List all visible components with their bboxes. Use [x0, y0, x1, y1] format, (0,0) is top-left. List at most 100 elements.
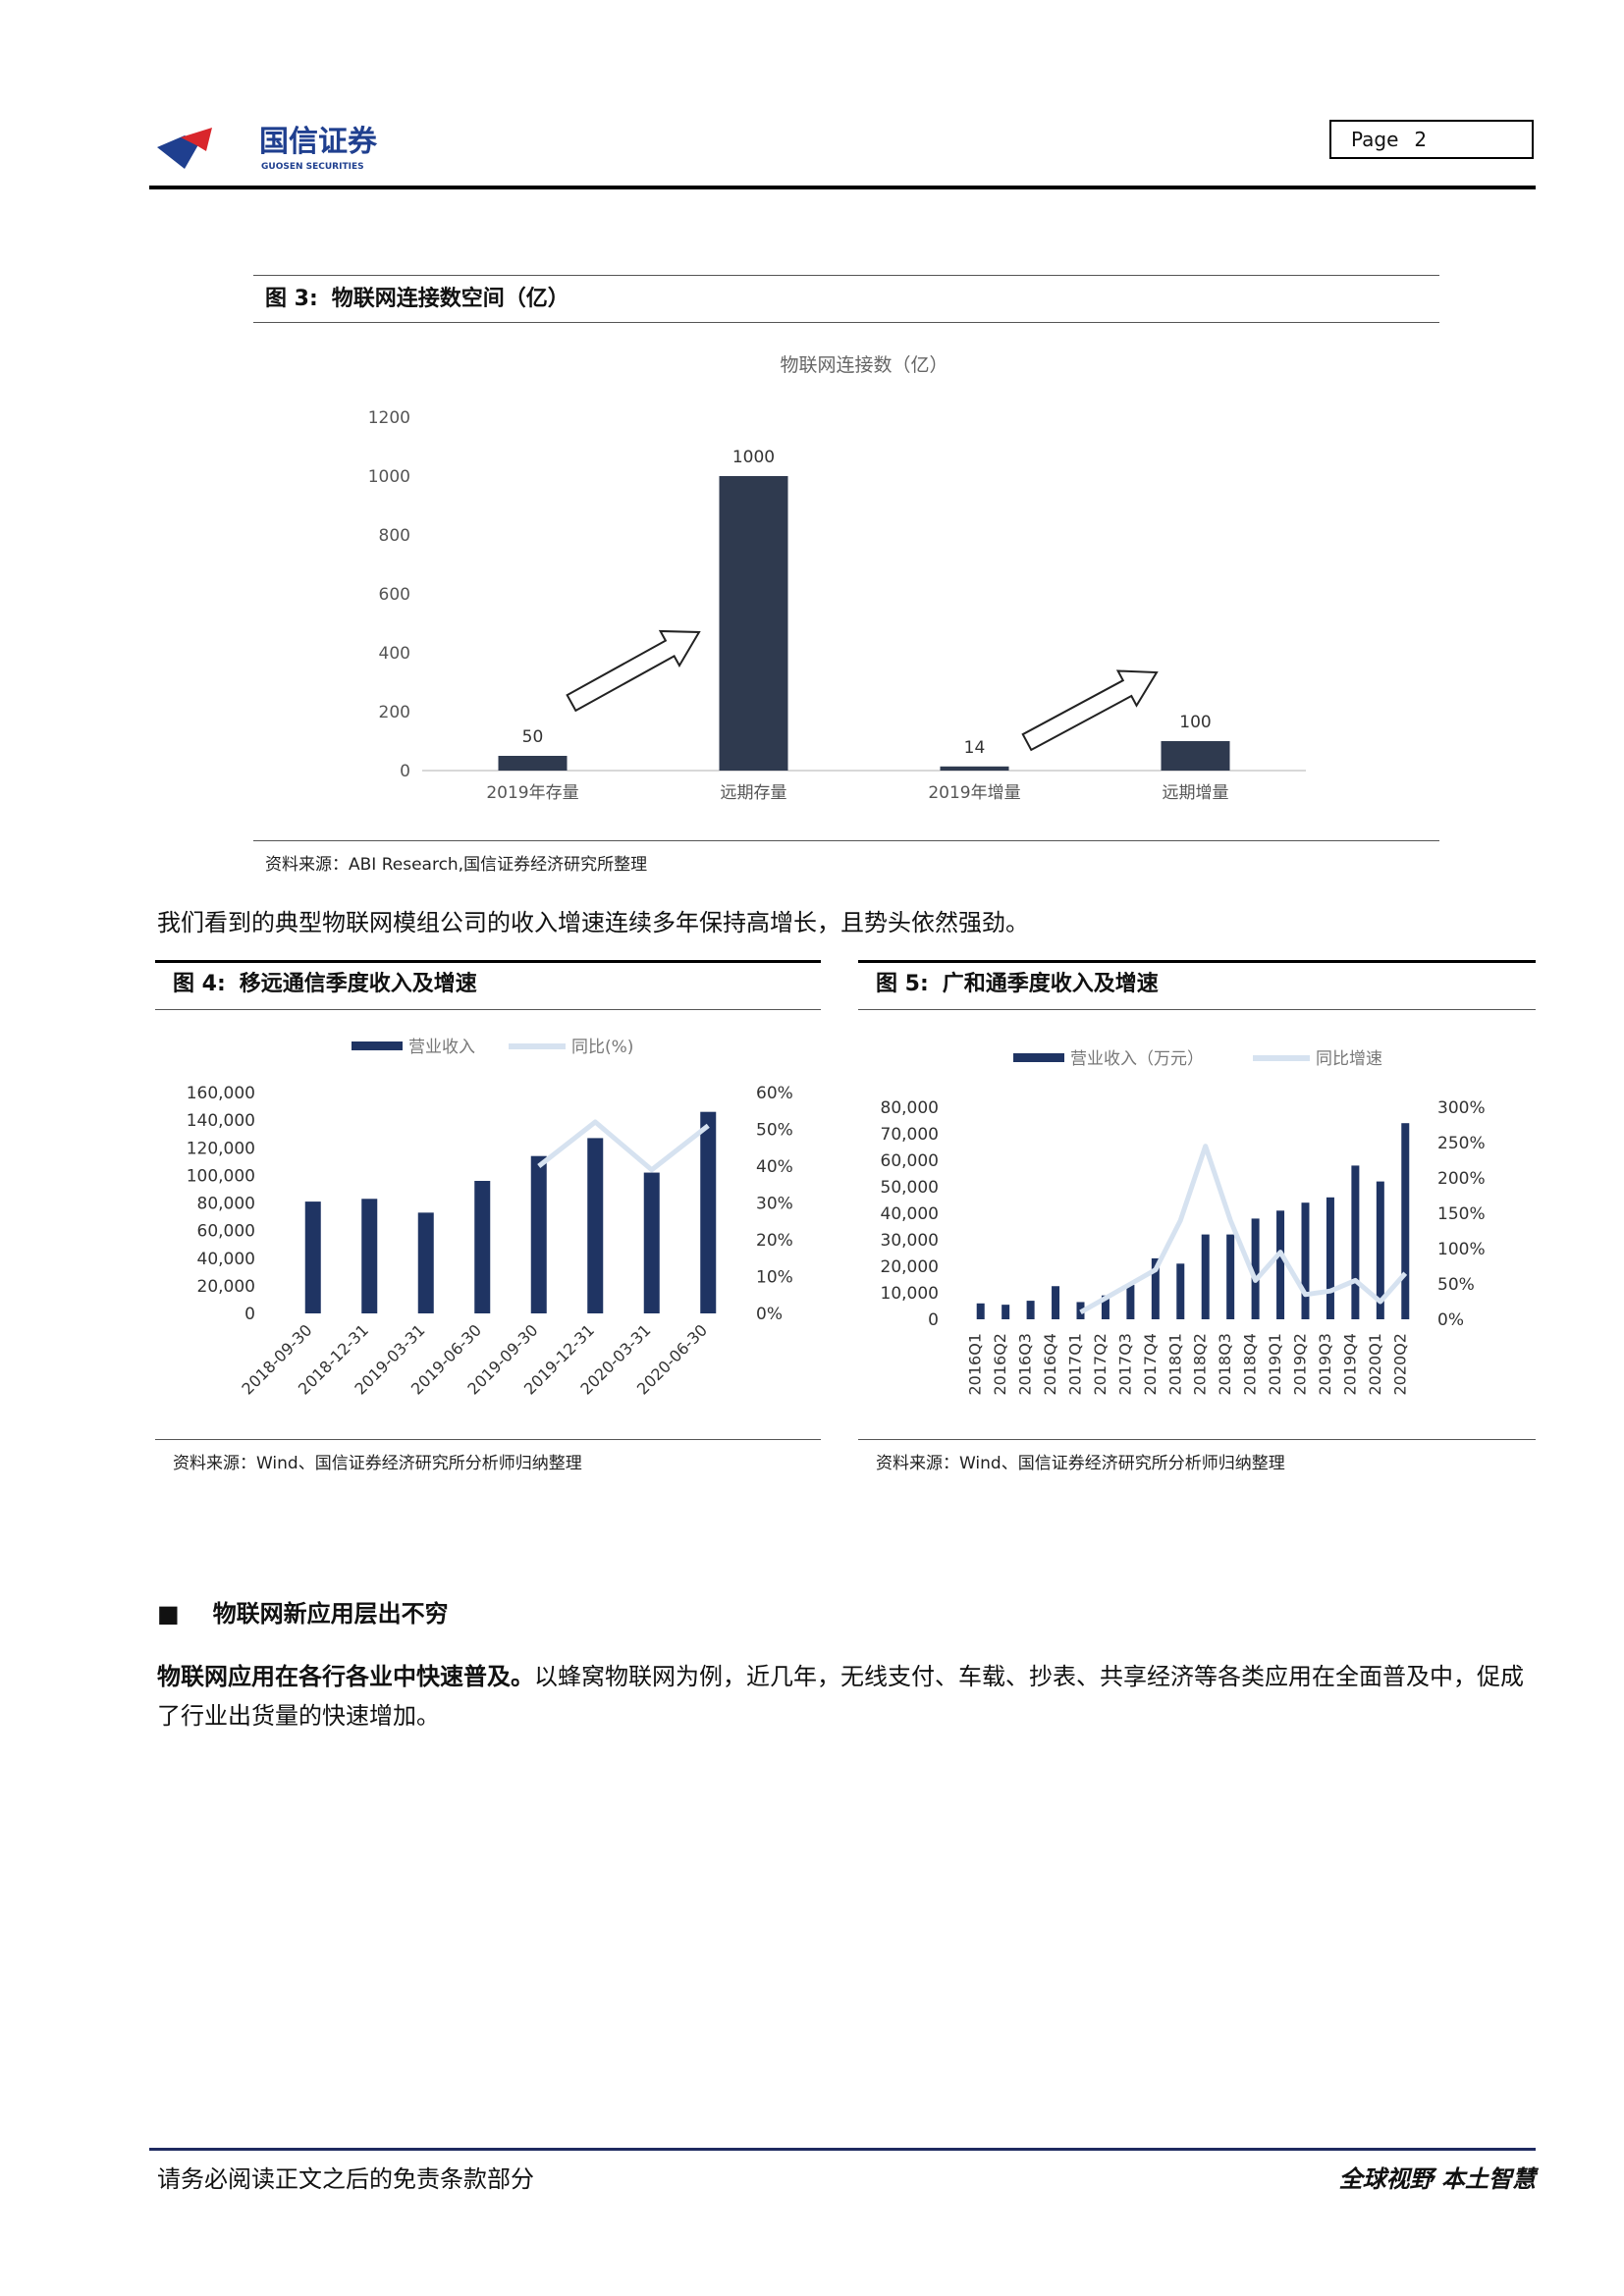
fig5-x-label-5: 2017Q2: [1091, 1333, 1110, 1396]
fig4-bar-2: [417, 1212, 434, 1313]
fig4-y-left-tick-2: 40,000: [197, 1250, 255, 1269]
fig4-y-left-tick-1: 20,000: [197, 1277, 255, 1297]
fig3-bar-3: [1161, 741, 1230, 771]
fig4-mid-rule: [155, 1009, 821, 1010]
fig4-bar-3: [474, 1181, 491, 1313]
fig5-top-rule: [858, 960, 1536, 963]
section-heading-text: 物联网新应用层出不穷: [212, 1600, 449, 1628]
fig5-x-label-14: 2019Q3: [1316, 1333, 1334, 1396]
fig4-label: 图 4:: [173, 972, 226, 996]
fig5-y-left-tick-3: 30,000: [881, 1231, 939, 1251]
fig3-label: 图 3:: [265, 287, 318, 311]
fig5-source: 资料来源：Wind、国信证券经济研究所分析师归纳整理: [876, 1454, 1285, 1473]
fig5-bottom-rule: [858, 1439, 1536, 1440]
fig4-y-right-tick-6: 60%: [756, 1084, 793, 1103]
fig4-y-left-tick-5: 100,000: [187, 1166, 255, 1186]
fig5-bar-16: [1376, 1181, 1384, 1319]
fig3-top-rule: [253, 275, 1439, 276]
page-label: Page: [1351, 128, 1399, 151]
fig3-x-label-0: 2019年存量: [486, 783, 578, 803]
fig5-x-label-10: 2018Q3: [1216, 1333, 1234, 1396]
fig4-y-left-tick-4: 80,000: [197, 1195, 255, 1214]
fig3-y-tick-2: 400: [379, 644, 410, 664]
fig5-x-label-12: 2019Q1: [1266, 1333, 1284, 1396]
fig3-x-label-1: 远期存量: [721, 783, 787, 803]
fig5-title-text: 广和通季度收入及增速: [942, 972, 1159, 996]
fig4-chart: 营业收入 同比(%) 0 20,000 40,000 60,000 80,000 100,00…: [187, 1038, 793, 1399]
fig4-legend-line-label: 同比(%): [571, 1038, 633, 1057]
fig4-bar-7: [700, 1111, 717, 1313]
section-paragraph-bold: 物联网应用在各行各业中快速普及。: [157, 1663, 534, 1690]
fig5-y-right-tick-0: 0%: [1437, 1310, 1464, 1330]
fig3-chart-title: 物联网连接数（亿）: [780, 354, 947, 376]
fig5-bar-15: [1351, 1165, 1360, 1319]
fig3-source: 资料来源：ABI Research,国信证券经济研究所整理: [265, 855, 648, 875]
fig5-x-label-11: 2018Q4: [1241, 1333, 1260, 1396]
fig4-y-right-tick-4: 40%: [756, 1157, 793, 1177]
fig4-y-right-tick-1: 10%: [756, 1268, 793, 1288]
fig3-bar-2: [940, 766, 1009, 771]
fig4-bar-1: [361, 1199, 378, 1313]
fig4-y-right-tick-2: 20%: [756, 1231, 793, 1251]
fig5-title: 图 5: 广和通季度收入及增速: [876, 962, 1159, 1007]
fig5-y-right-tick-2: 100%: [1437, 1240, 1486, 1259]
fig4-y-left-tick-7: 140,000: [187, 1111, 255, 1131]
fig3-x-label-2: 2019年增量: [928, 783, 1020, 803]
fig5-x-label-13: 2019Q2: [1291, 1333, 1310, 1396]
fig3-chart: 物联网连接数（亿） 0 200 400 600 800 1000 1200 50 2019年存量 1…: [368, 354, 1306, 803]
footer-disclaimer: 请务必阅读正文之后的免责条款部分: [157, 2165, 534, 2193]
fig5-legend-line-label: 同比增速: [1316, 1049, 1382, 1069]
fig5-bar-1: [1001, 1305, 1010, 1319]
fig4-y-right-tick-5: 50%: [756, 1121, 793, 1141]
fig3-growth-arrow-2: [1021, 669, 1159, 752]
section-heading: ■ 物联网新应用层出不穷: [157, 1594, 449, 1633]
fig4-bar-6: [643, 1172, 660, 1313]
company-logo: 国信证券 GUOSEN SECURITIES: [155, 118, 401, 177]
fig4-top-rule: [155, 960, 821, 963]
fig5-y-left-tick-5: 50,000: [881, 1178, 939, 1198]
fig5-x-label-7: 2017Q4: [1141, 1333, 1160, 1396]
fig5-x-label-16: 2020Q1: [1366, 1333, 1384, 1396]
fig3-data-label-2: 14: [964, 738, 986, 758]
fig5-bar-5: [1101, 1295, 1110, 1319]
fig5-bar-8: [1176, 1263, 1185, 1319]
page-indicator: Page 2: [1329, 120, 1534, 159]
fig5-mid-rule: [858, 1009, 1536, 1010]
fig4-y-right-tick-3: 30%: [756, 1195, 793, 1214]
fig5-legend-bar-label: 营业收入（万元）: [1070, 1049, 1204, 1069]
fig5-y-left-tick-2: 20,000: [881, 1257, 939, 1277]
fig4-legend-bar-swatch: [352, 1041, 403, 1050]
fig5-y-right-tick-3: 150%: [1437, 1204, 1486, 1224]
fig5-y-left-tick-7: 70,000: [881, 1125, 939, 1145]
fig3-data-label-3: 100: [1179, 713, 1211, 732]
fig5-legend-line-swatch: [1253, 1055, 1310, 1061]
fig5-y-right-tick-5: 250%: [1437, 1134, 1486, 1153]
fig5-x-label-17: 2020Q2: [1390, 1333, 1409, 1396]
fig3-bar-0: [498, 756, 568, 771]
fig4-y-right-tick-0: 0%: [756, 1305, 783, 1324]
fig5-bar-13: [1301, 1202, 1310, 1319]
fig3-bar-1: [719, 476, 788, 771]
fig3-title-text: 物联网连接数空间（亿）: [331, 287, 569, 311]
section-paragraph: 物联网应用在各行各业中快速普及。以蜂窝物联网为例，近几年，无线支付、车载、抄表、…: [157, 1657, 1536, 1735]
logo-en-text: GUOSEN SECURITIES: [261, 162, 364, 172]
fig5-x-label-4: 2017Q1: [1066, 1333, 1085, 1396]
fig5-x-label-3: 2016Q4: [1041, 1333, 1059, 1396]
fig4-bottom-rule: [155, 1439, 821, 1440]
fig5-bar-9: [1201, 1234, 1210, 1319]
logo-mark-icon: 国信证券 GUOSEN SECURITIES: [157, 125, 378, 172]
fig4-legend-bar-label: 营业收入: [408, 1038, 475, 1057]
fig3-y-tick-3: 600: [379, 585, 410, 605]
fig5-x-label-9: 2018Q2: [1191, 1333, 1210, 1396]
footer-slogan: 全球视野 本土智慧: [1338, 2165, 1536, 2193]
fig3-y-tick-4: 800: [379, 526, 410, 546]
fig5-x-label-6: 2017Q3: [1115, 1333, 1134, 1396]
fig5-bar-0: [976, 1303, 985, 1319]
fig4-growth-line: [537, 1119, 710, 1173]
fig5-bar-11: [1251, 1218, 1260, 1319]
fig5-x-label-0: 2016Q1: [966, 1333, 985, 1396]
fig4-y-left-tick-8: 160,000: [187, 1084, 255, 1103]
fig4-bar-5: [587, 1138, 604, 1313]
fig4-bar-4: [530, 1155, 547, 1313]
section-paragraph-rest: 以蜂窝物联网为例，近几年，无线支付、车载、抄表、共享经济等各类应用在全面普及中，…: [157, 1663, 1524, 1730]
